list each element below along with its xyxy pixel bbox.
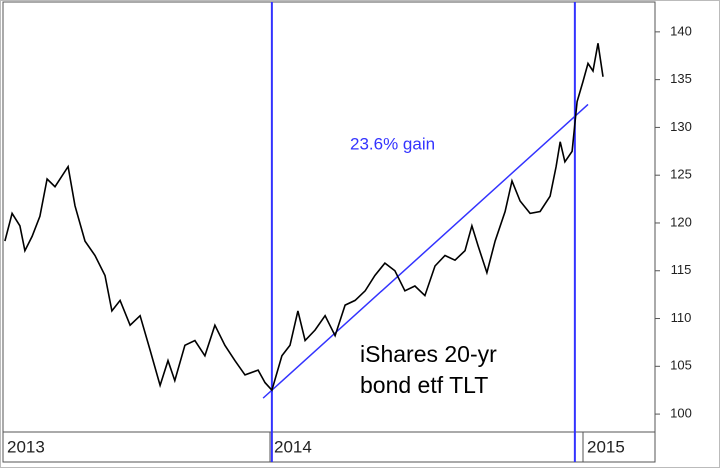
x-tick-label: 2015 xyxy=(587,437,625,456)
y-tick-label: 130 xyxy=(670,119,692,134)
x-tick-label: 2014 xyxy=(274,437,312,456)
x-tick-label: 2013 xyxy=(7,437,45,456)
trendline xyxy=(262,103,589,399)
series-annotation: bond etf TLT xyxy=(360,372,488,398)
y-tick-label: 135 xyxy=(670,71,692,86)
price-line xyxy=(4,43,604,392)
y-tick-label: 110 xyxy=(671,310,692,325)
y-tick-label: 120 xyxy=(670,214,692,229)
gain-annotation: 23.6% gain xyxy=(350,134,435,153)
series-annotation: iShares 20-yr xyxy=(360,341,497,367)
y-tick-label: 140 xyxy=(670,23,692,38)
x-axis-band xyxy=(2,431,656,463)
y-tick-label: 115 xyxy=(671,262,692,277)
y-tick-label: 100 xyxy=(670,406,692,421)
y-tick-label: 125 xyxy=(670,167,692,182)
y-tick-label: 105 xyxy=(670,358,692,373)
